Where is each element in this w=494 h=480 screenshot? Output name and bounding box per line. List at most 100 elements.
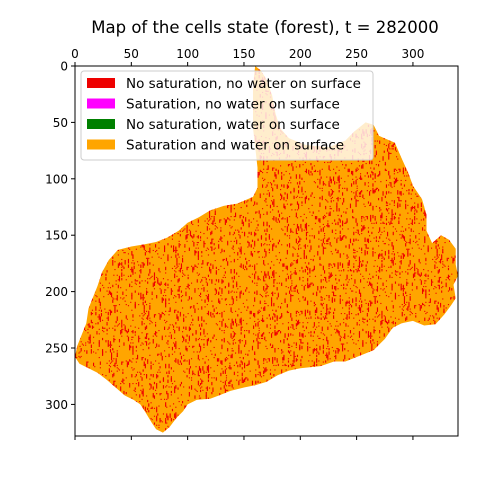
unsaturated-cell [146, 290, 148, 292]
unsaturated-cell [135, 394, 137, 396]
unsaturated-cell [156, 415, 158, 421]
unsaturated-cell [247, 212, 249, 214]
unsaturated-cell [236, 361, 238, 364]
unsaturated-cell [280, 331, 282, 334]
unsaturated-cell [186, 234, 188, 239]
unsaturated-cell [296, 289, 299, 293]
unsaturated-cell [150, 367, 152, 370]
unsaturated-cell [216, 227, 219, 229]
unsaturated-cell [215, 289, 217, 294]
unsaturated-cell [113, 385, 115, 387]
unsaturated-cell [195, 251, 197, 254]
unsaturated-cell [282, 364, 284, 367]
unsaturated-cell [276, 333, 278, 335]
unsaturated-cell [194, 288, 196, 290]
unsaturated-cell [108, 368, 110, 373]
unsaturated-cell [290, 326, 292, 328]
unsaturated-cell [182, 331, 184, 333]
unsaturated-cell [254, 353, 256, 355]
unsaturated-cell [186, 348, 188, 352]
unsaturated-cell [290, 228, 292, 233]
unsaturated-cell [143, 364, 145, 367]
unsaturated-cell [238, 202, 240, 204]
unsaturated-cell [107, 287, 109, 289]
unsaturated-cell [93, 362, 95, 367]
unsaturated-cell [211, 393, 213, 395]
unsaturated-cell [272, 271, 274, 276]
unsaturated-cell [207, 274, 210, 277]
unsaturated-cell [183, 319, 185, 323]
unsaturated-cell [118, 304, 121, 306]
unsaturated-cell [186, 360, 188, 362]
unsaturated-cell [148, 311, 150, 316]
unsaturated-cell [204, 361, 206, 364]
unsaturated-cell [178, 348, 180, 350]
unsaturated-cell [263, 319, 265, 321]
unsaturated-cell [176, 257, 178, 263]
unsaturated-cell [265, 370, 267, 372]
unsaturated-cell [274, 292, 276, 294]
unsaturated-cell [236, 272, 238, 275]
unsaturated-cell [132, 358, 134, 360]
unsaturated-cell [235, 333, 237, 335]
unsaturated-cell [257, 322, 259, 327]
unsaturated-cell [109, 366, 112, 368]
unsaturated-cell [293, 247, 295, 249]
unsaturated-cell [247, 378, 249, 381]
unsaturated-cell [149, 247, 151, 253]
unsaturated-cell [120, 330, 122, 332]
unsaturated-cell [300, 364, 302, 367]
unsaturated-cell [278, 262, 281, 264]
unsaturated-cell [176, 317, 178, 319]
unsaturated-cell [180, 404, 183, 406]
unsaturated-cell [173, 370, 175, 372]
unsaturated-cell [170, 288, 172, 292]
unsaturated-cell [201, 299, 203, 301]
unsaturated-cell [121, 269, 123, 272]
unsaturated-cell [112, 299, 114, 303]
unsaturated-cell [272, 246, 274, 252]
unsaturated-cell [242, 264, 244, 270]
unsaturated-cell [215, 226, 217, 228]
unsaturated-cell [242, 216, 244, 219]
unsaturated-cell [117, 279, 119, 281]
unsaturated-cell [296, 182, 299, 184]
unsaturated-cell [158, 353, 160, 355]
unsaturated-cell [189, 327, 192, 330]
unsaturated-cell [233, 203, 235, 206]
unsaturated-cell [150, 402, 152, 404]
unsaturated-cell [198, 366, 201, 371]
unsaturated-cell [151, 275, 153, 277]
unsaturated-cell [202, 366, 204, 371]
unsaturated-cell [170, 280, 172, 282]
unsaturated-cell [98, 357, 100, 359]
unsaturated-cell [114, 269, 116, 271]
unsaturated-cell [133, 368, 135, 370]
unsaturated-cell [295, 196, 297, 199]
unsaturated-cell [277, 210, 279, 213]
unsaturated-cell [112, 349, 114, 351]
unsaturated-cell [295, 284, 297, 288]
unsaturated-cell [170, 246, 172, 248]
unsaturated-cell [132, 350, 134, 355]
unsaturated-cell [207, 297, 210, 302]
unsaturated-cell [144, 252, 146, 256]
unsaturated-cell [124, 325, 126, 327]
unsaturated-cell [197, 255, 199, 261]
unsaturated-cell [299, 181, 301, 185]
unsaturated-cell [244, 306, 246, 308]
unsaturated-cell [302, 322, 304, 324]
unsaturated-cell [164, 247, 166, 253]
unsaturated-cell [264, 300, 266, 302]
unsaturated-cell [91, 313, 94, 315]
unsaturated-cell [260, 337, 263, 340]
unsaturated-cell [250, 231, 252, 236]
unsaturated-cell [244, 380, 246, 382]
unsaturated-cell [276, 297, 278, 299]
unsaturated-cell [285, 257, 287, 259]
unsaturated-cell [111, 344, 113, 346]
unsaturated-cell [115, 280, 117, 282]
unsaturated-cell [185, 348, 187, 350]
unsaturated-cell [132, 314, 134, 318]
unsaturated-cell [254, 282, 256, 284]
